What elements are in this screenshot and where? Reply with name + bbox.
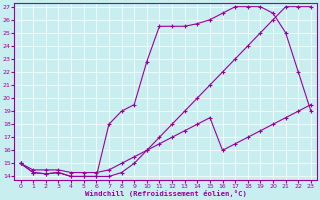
X-axis label: Windchill (Refroidissement éolien,°C): Windchill (Refroidissement éolien,°C) xyxy=(85,190,247,197)
